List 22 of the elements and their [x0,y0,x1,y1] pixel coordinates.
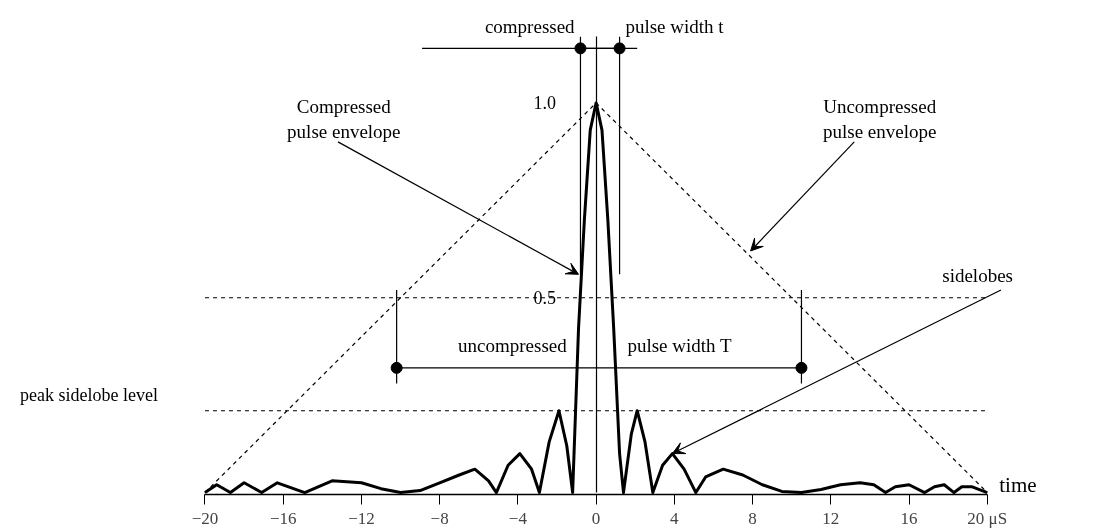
x-tick-label: 20 μS [967,508,1008,528]
x-axis-title: time [999,472,1037,497]
annotation: sidelobes [942,265,1013,287]
x-tick-label: 4 [670,508,680,528]
annotation: uncompressed [458,335,568,357]
annotation: pulse width t [625,15,725,37]
x-tick-label: 0 [591,508,601,528]
x-tick-label: 12 [822,508,840,528]
x-tick-label: −16 [269,508,297,528]
x-tick-label: 8 [748,508,757,528]
ref-line-label: peak sidelobe level [19,384,158,405]
annotation: compressed [484,15,576,37]
x-tick-label: −4 [508,508,528,528]
x-tick-label: −20 [191,508,219,528]
y-tick-label: 0.5 [533,288,557,309]
x-tick-label: −12 [348,508,375,528]
annotation: pulse width T [627,335,732,357]
x-tick-label: 16 [900,508,918,528]
y-tick-label: 1.0 [533,93,557,114]
x-tick-label: −8 [430,508,449,528]
annotation: Compressed pulse envelope [287,95,401,142]
annotation: Uncompressed pulse envelope [822,95,937,142]
